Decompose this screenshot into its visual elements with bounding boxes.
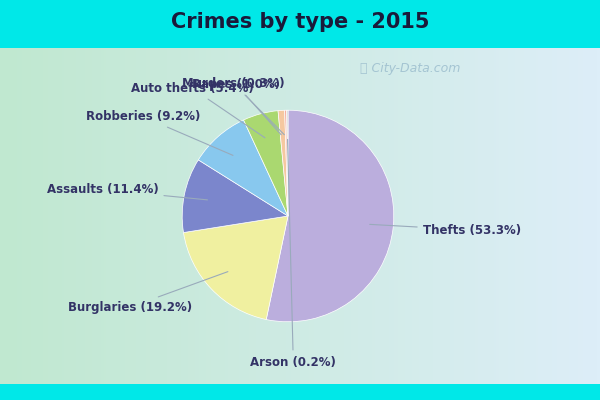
- Wedge shape: [278, 110, 288, 216]
- Text: Rapes (1.0%): Rapes (1.0%): [191, 78, 281, 135]
- Wedge shape: [199, 120, 288, 216]
- Text: Thefts (53.3%): Thefts (53.3%): [370, 224, 521, 236]
- Text: Robberies (9.2%): Robberies (9.2%): [86, 110, 233, 155]
- Wedge shape: [284, 110, 288, 216]
- Wedge shape: [244, 111, 288, 216]
- Wedge shape: [266, 110, 394, 322]
- Text: Assaults (11.4%): Assaults (11.4%): [47, 183, 208, 200]
- Wedge shape: [287, 110, 288, 216]
- Wedge shape: [184, 216, 288, 320]
- Text: ⓘ City-Data.com: ⓘ City-Data.com: [361, 62, 461, 75]
- Text: Burglaries (19.2%): Burglaries (19.2%): [68, 272, 228, 314]
- Text: Crimes by type - 2015: Crimes by type - 2015: [171, 12, 429, 32]
- Text: Arson (0.2%): Arson (0.2%): [250, 140, 336, 368]
- Text: Murders (0.3%): Murders (0.3%): [182, 77, 285, 135]
- Text: Auto thefts (5.4%): Auto thefts (5.4%): [131, 82, 265, 138]
- Wedge shape: [182, 160, 288, 232]
